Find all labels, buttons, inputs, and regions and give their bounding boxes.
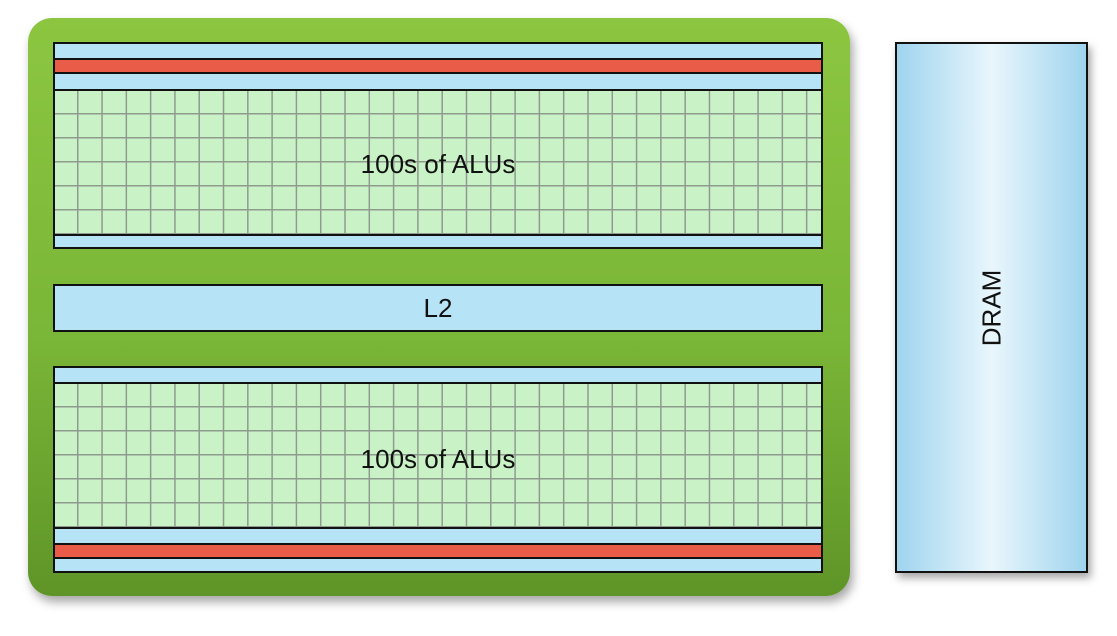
bottom-control-strip (55, 545, 821, 559)
l2-cache: L2 (53, 284, 823, 332)
bottom-top-cache-strip (55, 368, 821, 382)
gpu-chip: 100s of ALUs L2 100s of ALUs (28, 18, 850, 596)
top-alu-block: 100s of ALUs (53, 42, 823, 249)
bottom-alu-label: 100s of ALUs (360, 444, 516, 474)
dram-block: DRAM (895, 42, 1088, 573)
top-cache-strip-2 (55, 74, 821, 89)
dram-label: DRAM (976, 269, 1006, 346)
bottom-alu-grid: 100s of ALUs (55, 382, 821, 529)
top-bottom-cache-strip (55, 236, 821, 247)
top-alu-label: 100s of ALUs (360, 149, 516, 179)
top-control-strip (55, 60, 821, 74)
top-cache-strip (55, 44, 821, 60)
top-alu-grid: 100s of ALUs (55, 89, 821, 236)
bottom-cache-strip (55, 529, 821, 545)
bottom-cache-strip-2 (55, 559, 821, 571)
bottom-alu-block: 100s of ALUs (53, 366, 823, 573)
